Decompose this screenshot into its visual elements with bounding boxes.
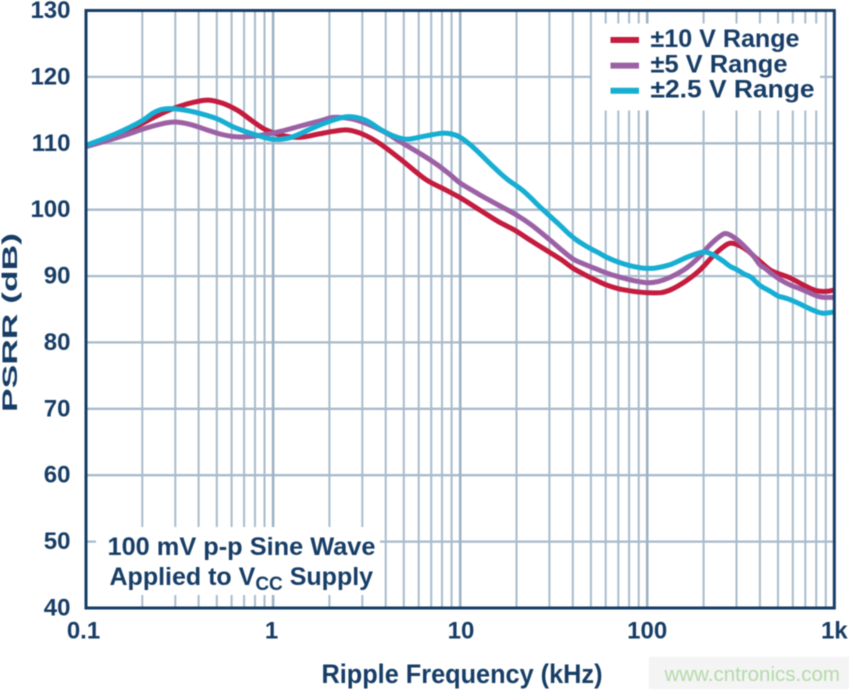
svg-text:120: 120 [30, 63, 70, 90]
svg-text:±2.5 V Range: ±2.5 V Range [651, 75, 815, 103]
svg-text:0.1: 0.1 [67, 618, 100, 645]
svg-text:www.cntronics.com: www.cntronics.com [664, 663, 840, 686]
svg-text:90: 90 [44, 263, 71, 290]
svg-text:Ripple Frequency (kHz): Ripple Frequency (kHz) [322, 659, 603, 689]
svg-text:70: 70 [44, 395, 71, 422]
svg-text:PSRR (dB): PSRR (dB) [0, 233, 22, 412]
svg-text:80: 80 [44, 329, 71, 356]
svg-text:100: 100 [30, 196, 70, 223]
svg-text:60: 60 [44, 462, 71, 489]
svg-text:1: 1 [265, 618, 278, 645]
svg-text:1k: 1k [821, 618, 848, 645]
svg-text:±5 V Range: ±5 V Range [651, 51, 788, 79]
svg-text:100: 100 [627, 618, 667, 645]
svg-text:130: 130 [30, 0, 70, 24]
svg-text:50: 50 [44, 528, 71, 555]
svg-text:40: 40 [44, 595, 71, 622]
svg-text:Applied to VCC Supply: Applied to VCC Supply [110, 563, 374, 595]
svg-text:100 mV p-p Sine Wave: 100 mV p-p Sine Wave [108, 533, 376, 561]
svg-text:±10 V Range: ±10 V Range [651, 25, 800, 53]
svg-text:110: 110 [32, 130, 71, 157]
svg-text:10: 10 [448, 618, 475, 645]
